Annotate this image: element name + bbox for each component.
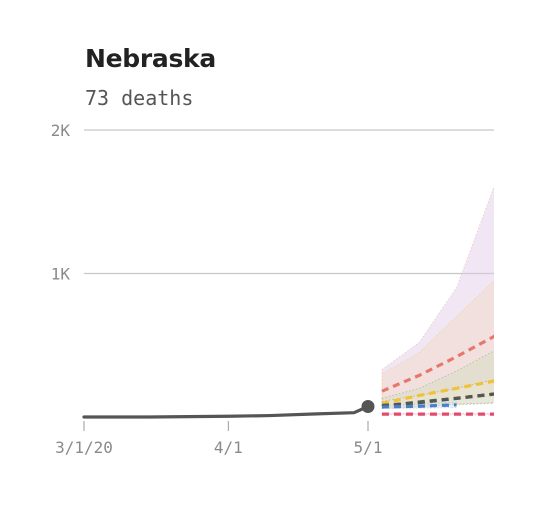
x-tick-label: 4/1 <box>214 438 243 457</box>
projection-line <box>381 392 494 408</box>
observed-line <box>82 404 370 419</box>
projection-band <box>381 185 494 401</box>
y-tick-label: 1K <box>51 265 71 284</box>
x-tick-label: 3/1/20 <box>55 438 113 457</box>
projection-line <box>381 379 494 405</box>
chart-title: Nebraska <box>85 44 216 73</box>
latest-point <box>361 400 375 414</box>
projection-line <box>381 334 494 393</box>
chart-subtitle: 73 deaths <box>85 86 194 110</box>
y-tick-label: 2K <box>51 121 71 140</box>
projection-line <box>381 403 457 409</box>
projection-band <box>381 279 494 408</box>
x-tick-label: 5/1 <box>354 438 383 457</box>
